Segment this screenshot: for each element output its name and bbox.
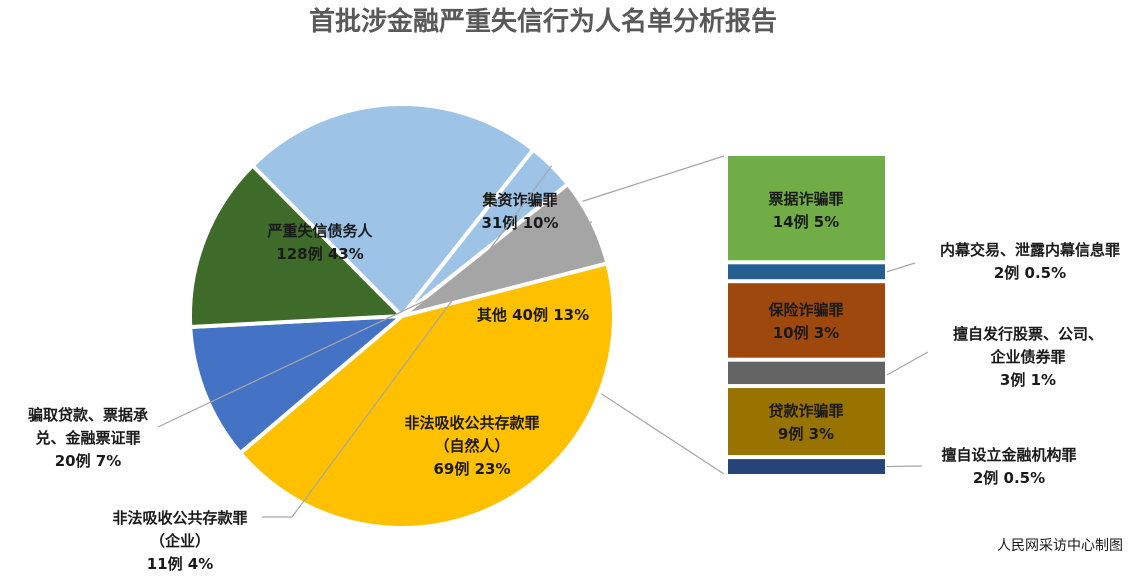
chart-title: 首批涉金融严重失信行为人名单分析报告 [309,6,777,37]
source-note: 人民网采访中心制图 [997,538,1123,554]
breakdown-label-2: 保险诈骗罪 10例 3% [767,301,843,342]
breakdown-label-4: 贷款诈骗罪 9例 3% [768,402,843,443]
breakdown-segment-5 [728,459,885,474]
pie-slice-5 [400,182,610,318]
breakdown-leader-1 [886,262,916,273]
breakdown-label-5: 擅自设立金融机构罪 2例 0.5% [941,446,1076,487]
slice-label-4: 非法吸收公共存款罪（企业） 11例 4% [112,509,247,573]
breakdown-label-1: 内幕交易、泄露内幕信息罪 2例 0.5% [940,241,1120,282]
pie-slice-0 [238,261,616,530]
breakdown-bar [728,156,885,474]
breakdown-segment-2 [728,283,885,358]
data-labels: 严重失信债务人 128例 43% 集资诈骗罪 31例 10% 其他 40例 13% 非法吸… [28,165,1120,573]
pie-slice-1 [188,314,404,456]
breakdown-label-3: 擅自发行股票、公司、企业债券罪 3例 1% [953,325,1103,389]
leader-4 [262,165,553,518]
breakdown-segment-3 [728,361,885,385]
slice-label-1: 集资诈骗罪 31例 10% [481,191,558,232]
breakdown-label-0: 票据诈骗罪 14例 5% [768,190,843,231]
breakdown-leader-3 [886,351,929,376]
slice-label-3: 非法吸收公共存款罪（自然人） 69例 23% [404,414,539,478]
leader-5 [157,221,593,428]
breakdown-segment-1 [728,264,885,280]
slice-label-5: 骗取贷款、票据承兑、金融票证罪 20例 7% [28,406,148,470]
breakdown-leader-5 [886,465,923,468]
breakdown-segment-0 [728,156,885,261]
slice-label-2: 其他 40例 13% [477,306,589,324]
breakdown-segment-4 [728,388,885,456]
pie-slice-3 [250,102,536,318]
pie-slice-2 [188,163,404,329]
slice-label-0: 严重失信债务人 128例 43% [266,222,373,263]
